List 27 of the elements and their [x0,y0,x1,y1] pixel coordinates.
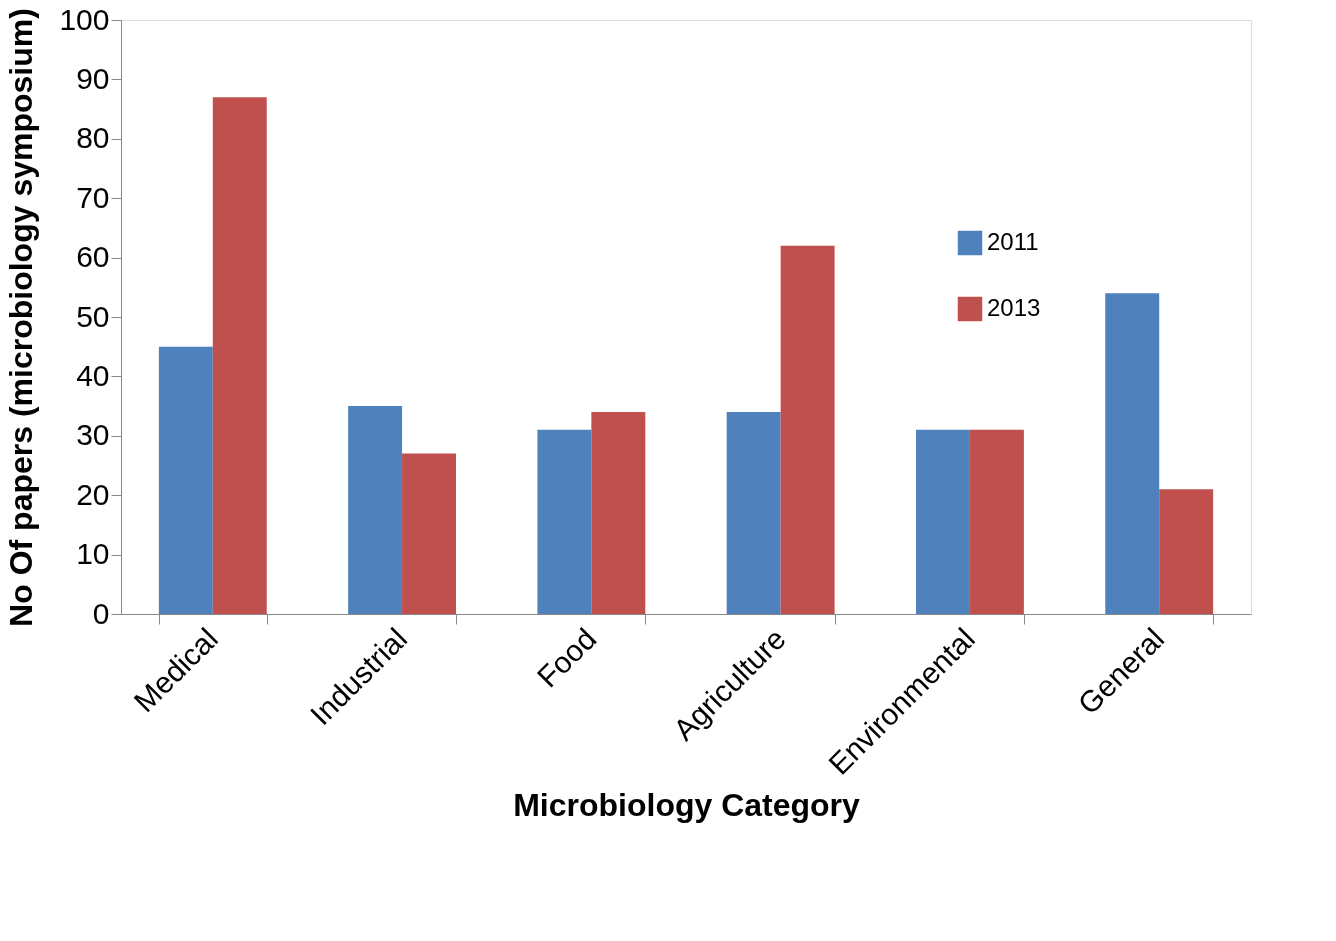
bar [402,453,457,614]
y-tick-label: 0 [92,596,110,630]
bar [591,412,646,614]
legend-label: 2011 [987,228,1039,255]
bar [537,429,592,614]
bar [1159,489,1214,614]
y-tick-label: 20 [76,477,110,511]
bar [915,429,970,614]
x-axis-title: Microbiology Category [513,786,861,823]
y-tick-label: 70 [76,180,110,214]
y-tick-label: 50 [76,299,110,333]
y-tick-label: 30 [76,418,110,452]
bar [212,97,267,614]
y-tick-label: 100 [59,2,110,36]
y-axis-title: No Of papers (microbiology symposium) [3,8,40,627]
bar [1105,293,1160,614]
bar [726,412,781,614]
bar [158,346,213,614]
bar [969,429,1024,614]
y-tick-label: 90 [76,61,110,95]
y-tick-label: 40 [76,358,110,392]
y-tick-label: 80 [76,121,110,155]
y-tick-label: 60 [76,240,110,274]
y-tick-label: 10 [76,537,110,571]
bar [348,406,403,614]
bar [780,245,835,614]
legend-label: 2013 [987,294,1041,321]
